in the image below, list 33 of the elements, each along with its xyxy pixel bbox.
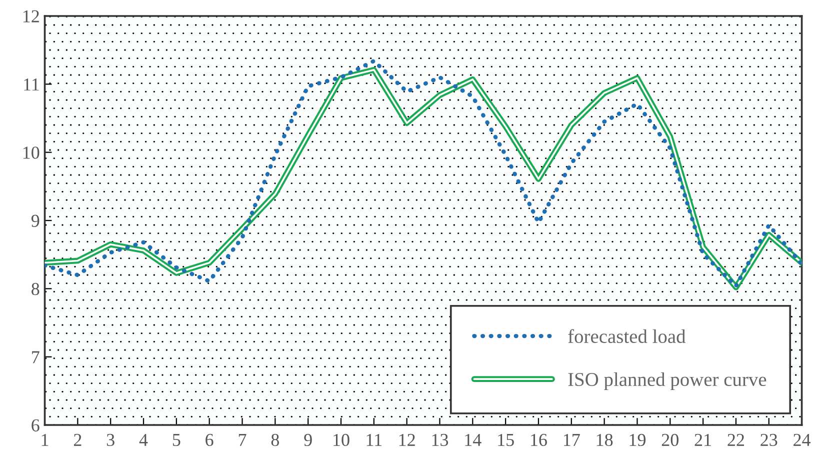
y-tick-label: 10 xyxy=(23,146,40,159)
x-tick-label: 23 xyxy=(760,434,778,446)
x-tick-label: 5 xyxy=(172,434,180,446)
legend-label: ISO planned power curve xyxy=(568,372,766,390)
x-tick-label: 17 xyxy=(564,434,580,446)
x-tick-label: 19 xyxy=(630,434,646,446)
x-tick-label: 4 xyxy=(139,434,148,446)
x-tick-label: 1 xyxy=(42,434,48,446)
x-tick-label: 20 xyxy=(662,434,678,446)
x-tick-label: 7 xyxy=(238,434,246,446)
x-tick-label: 12 xyxy=(399,434,415,446)
x-tick-label: 15 xyxy=(498,434,514,446)
x-tick-label: 21 xyxy=(694,434,711,446)
x-tick-label: 2 xyxy=(74,434,82,446)
x-tick-label: 8 xyxy=(271,434,279,446)
x-tick-label: 9 xyxy=(304,434,312,446)
y-tick-label: 8 xyxy=(32,282,40,296)
x-tick-label: 11 xyxy=(366,434,382,446)
x-tick-label: 6 xyxy=(206,434,214,446)
x-tick-label: 14 xyxy=(465,434,482,446)
x-tick-label: 10 xyxy=(334,434,350,446)
x-tick-label: 22 xyxy=(728,434,744,446)
y-tick-label: 9 xyxy=(31,214,40,227)
y-tick-label: 6 xyxy=(32,419,40,432)
y-tick-label: 12 xyxy=(23,10,39,22)
x-tick-label: 3 xyxy=(106,434,114,446)
x-tick-label: 13 xyxy=(432,434,448,446)
x-tick-label: 18 xyxy=(596,434,613,446)
y-tick-label: 11 xyxy=(24,78,39,90)
x-tick-label: 24 xyxy=(794,434,811,446)
x-tick-label: 16 xyxy=(531,434,547,446)
legend-label: forecasted load xyxy=(568,329,686,344)
y-tick-label: 7 xyxy=(32,351,40,364)
